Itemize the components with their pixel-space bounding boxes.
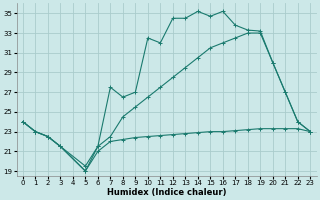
X-axis label: Humidex (Indice chaleur): Humidex (Indice chaleur) <box>107 188 226 197</box>
